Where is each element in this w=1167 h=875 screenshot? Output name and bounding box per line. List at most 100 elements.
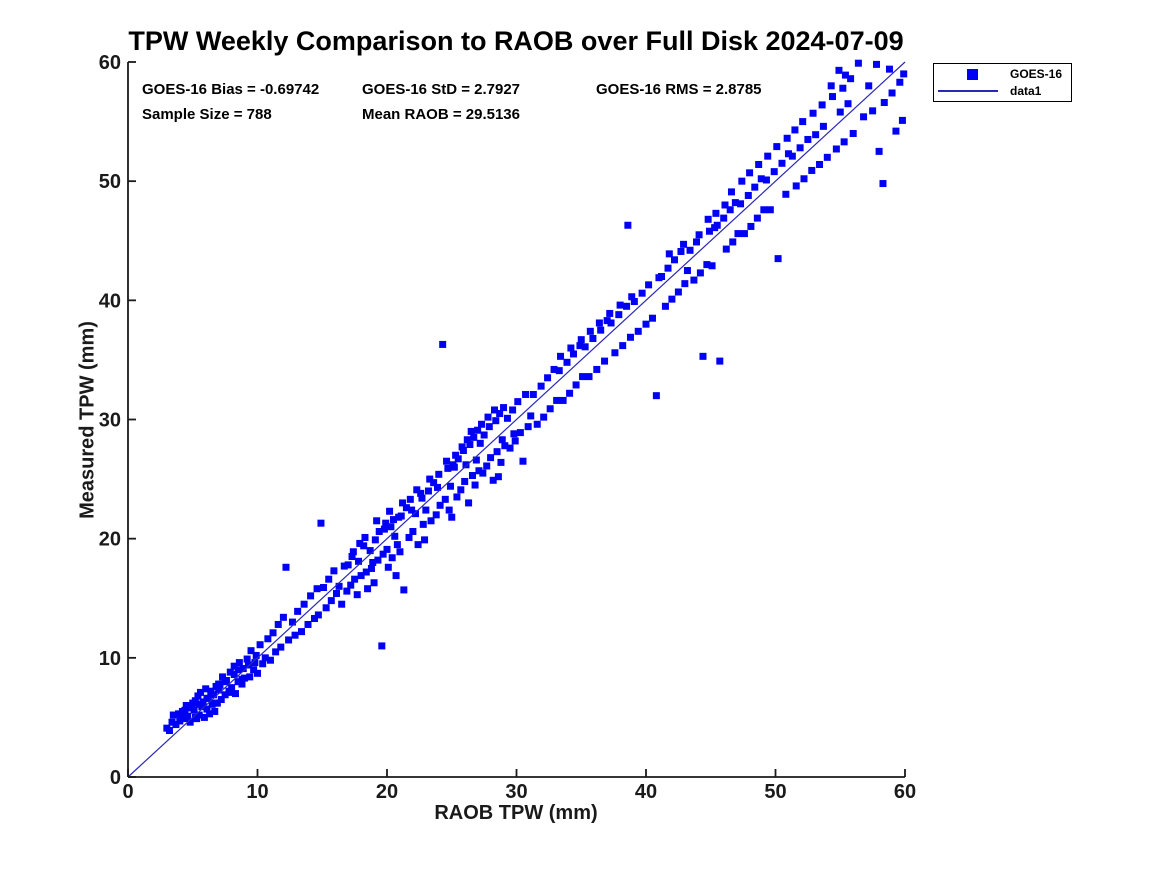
scatter-point xyxy=(264,635,272,643)
scatter-point xyxy=(450,463,458,471)
scatter-point xyxy=(634,327,642,335)
scatter-point xyxy=(788,152,796,160)
scatter-point xyxy=(873,60,881,68)
scatter-point xyxy=(422,506,430,514)
scatter-point xyxy=(216,681,224,689)
scatter-point xyxy=(506,444,514,452)
scatter-point xyxy=(773,143,781,151)
scatter-point xyxy=(235,659,243,667)
scatter-point xyxy=(500,404,508,412)
scatter-point xyxy=(241,674,249,682)
scatter-point xyxy=(630,298,638,306)
scatter-point xyxy=(559,396,567,404)
scatter-point xyxy=(799,118,807,126)
scatter-point xyxy=(720,214,728,222)
scatter-point xyxy=(243,655,251,663)
scatter-point xyxy=(397,512,405,520)
scatter-point xyxy=(619,342,627,350)
scatter-point xyxy=(187,703,195,711)
scatter-point xyxy=(373,517,381,525)
scatter-point xyxy=(729,238,737,246)
scatter-point xyxy=(712,209,720,217)
scatter-point xyxy=(467,427,475,435)
scatter-point xyxy=(879,180,887,188)
scatter-point xyxy=(317,519,325,527)
scatter-point xyxy=(389,516,397,524)
scatter-point xyxy=(722,245,730,253)
legend-label: data1 xyxy=(1010,84,1042,98)
scatter-point xyxy=(579,373,587,381)
scatter-point xyxy=(828,93,836,101)
scatter-point xyxy=(386,507,394,515)
scatter-point xyxy=(628,293,636,301)
scatter-point xyxy=(510,430,518,438)
scatter-point xyxy=(809,109,817,117)
y-axis-label: Measured TPW (mm) xyxy=(76,321,99,519)
scatter-point xyxy=(475,467,483,475)
scatter-point xyxy=(860,113,868,121)
scatter-point xyxy=(443,457,451,465)
scatter-point xyxy=(406,495,414,503)
scatter-point xyxy=(690,276,698,284)
scatter-point xyxy=(468,472,476,480)
scatter-point xyxy=(459,446,467,454)
stat-sample-size: Sample Size = 788 xyxy=(142,106,272,123)
scatter-point xyxy=(254,669,261,677)
scatter-point xyxy=(804,135,812,143)
scatter-point xyxy=(533,420,541,428)
scatter-point xyxy=(896,78,904,86)
legend-entry-data1: data1 xyxy=(934,82,1073,100)
scatter-point xyxy=(696,269,704,277)
scatter-point xyxy=(593,365,601,373)
scatter-point xyxy=(360,542,368,550)
scatter-point xyxy=(616,301,624,309)
scatter-point xyxy=(169,711,177,719)
scatter-point xyxy=(487,454,495,462)
scatter-point xyxy=(325,575,333,583)
scatter-point xyxy=(439,340,447,348)
scatter-point xyxy=(699,352,707,360)
scatter-point xyxy=(704,215,712,223)
scatter-point xyxy=(461,477,469,485)
scatter-point xyxy=(418,494,426,502)
scatter-point xyxy=(458,443,466,451)
scatter-point xyxy=(514,398,522,406)
scatter-point xyxy=(393,541,401,549)
scatter-point xyxy=(674,288,682,296)
scatter-point xyxy=(421,536,429,544)
scatter-point xyxy=(272,648,280,656)
scatter-point xyxy=(493,448,501,456)
scatter-point xyxy=(823,153,831,161)
scatter-point xyxy=(615,311,623,319)
scatter-point xyxy=(168,718,176,726)
scatter-point xyxy=(300,600,308,608)
scatter-point xyxy=(479,469,487,477)
scatter-point xyxy=(375,528,383,536)
scatter-point xyxy=(457,486,465,494)
legend: GOES-16 data1 xyxy=(933,63,1072,102)
scatter-point xyxy=(509,406,517,414)
scatter-point xyxy=(865,82,873,90)
scatter-point xyxy=(683,267,691,275)
scatter-point xyxy=(626,333,634,341)
scatter-point xyxy=(452,451,460,459)
scatter-point xyxy=(466,441,474,449)
scatter-point xyxy=(738,177,746,185)
scatter-point xyxy=(343,587,351,595)
scatter-point xyxy=(383,545,391,553)
scatter-point xyxy=(827,82,835,90)
scatter-point xyxy=(839,84,847,92)
scatter-point xyxy=(892,127,900,135)
scatter-point xyxy=(705,227,713,235)
scatter-point xyxy=(566,389,574,397)
scatter-point xyxy=(740,230,748,238)
scatter-point xyxy=(494,473,502,481)
scatter-point xyxy=(234,678,242,686)
scatter-point xyxy=(648,314,656,322)
scatter-point xyxy=(294,607,302,615)
scatter-point xyxy=(546,405,554,413)
scatter-point xyxy=(503,414,511,422)
scatter-point xyxy=(193,715,201,723)
scatter-point xyxy=(430,479,438,487)
scatter-point xyxy=(835,66,843,74)
